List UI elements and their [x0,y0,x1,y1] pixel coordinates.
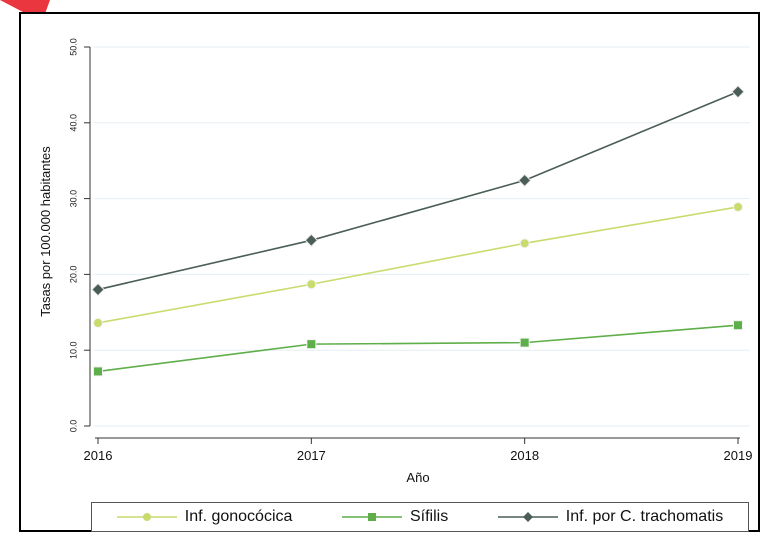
y-tick-label: 0.0 [68,420,78,433]
x-tick-label: 2017 [297,448,326,463]
legend-swatch-square [341,513,402,521]
data-point-square [519,337,530,348]
legend-label-trachomatis: Inf. por C. trachomatis [565,508,724,525]
legend-item-gonococica: Inf. gonocócica [116,508,293,526]
series-line-2 [97,90,739,291]
legend-item-sifilis: Sífilis [341,508,449,526]
series-line-1 [97,324,739,373]
data-point-circle [733,201,743,212]
data-point-square [93,366,103,377]
y-tick-label: 40.0 [68,114,78,132]
legend-item-trachomatis: Inf. por C. trachomatis [497,508,724,526]
data-point-circle [93,317,103,328]
data-point-diamond [91,282,105,297]
data-point-circle [519,238,530,249]
data-point-circle [306,279,317,290]
series-line-0 [97,206,739,324]
y-tick-label: 30.0 [68,190,78,208]
chart-legend: Inf. gonocócica Sífilis Inf. por C. trac… [91,502,749,532]
data-point-diamond [731,85,745,99]
y-tick-label: 50.0 [68,38,78,56]
legend-label-gonococica: Inf. gonocócica [184,508,293,525]
y-axis-title: Tasas por 100.000 habitantes [38,146,53,317]
y-tick-label: 10.0 [68,341,78,359]
data-point-square [306,339,317,350]
x-tick-label: 2016 [84,448,113,463]
y-tick-label: 20.0 [68,266,78,284]
x-tick-label: 2019 [724,448,753,463]
legend-swatch-diamond [497,512,558,522]
legend-swatch-circle [116,513,177,521]
data-point-diamond [304,233,319,247]
x-tick-label: 2018 [510,448,539,463]
legend-label-sifilis: Sífilis [409,508,449,525]
x-axis-title: Año [406,470,429,485]
data-point-diamond [517,173,532,188]
data-point-square [733,320,743,331]
